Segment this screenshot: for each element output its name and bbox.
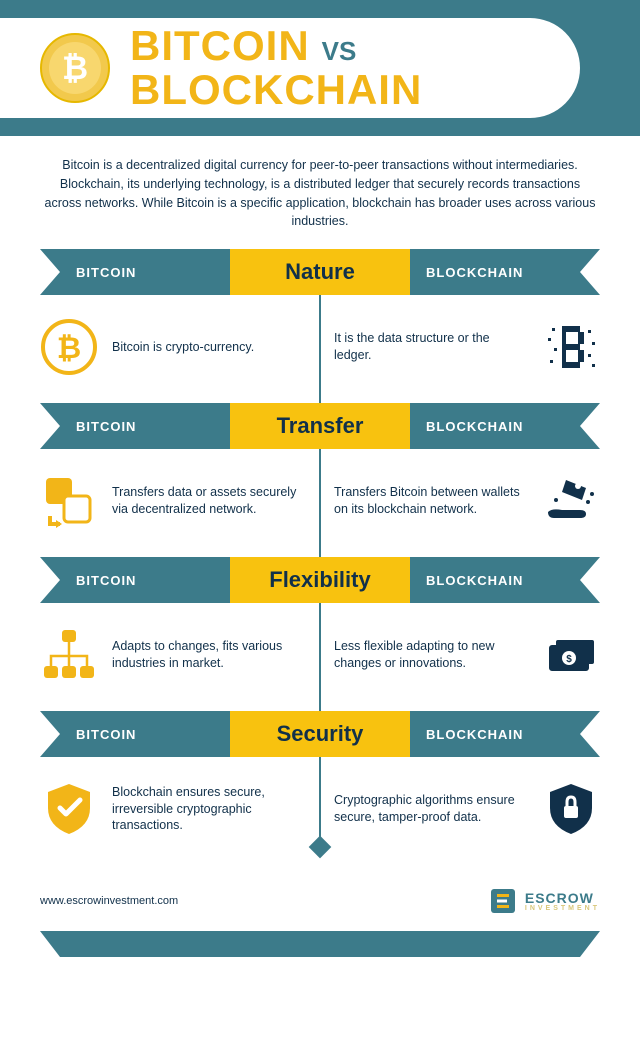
section-header-flexibility: BITCOIN Flexibility BLOCKCHAIN: [40, 557, 600, 603]
svg-text:₿: ₿: [57, 332, 81, 365]
footer-row: www.escrowinvestment.com ESCROW INVESTME…: [0, 865, 640, 925]
left-label: BITCOIN: [40, 711, 250, 757]
money-stack-icon: $: [542, 626, 600, 684]
transfer-left-desc: Transfers data or assets securely via de…: [112, 484, 306, 518]
header-band: ₿ BITCOIN VS BLOCKCHAIN: [0, 0, 640, 136]
infographic-page: ₿ BITCOIN VS BLOCKCHAIN Bitcoin is a dec…: [0, 0, 640, 957]
footer-url: www.escrowinvestment.com: [40, 895, 178, 907]
right-label: BLOCKCHAIN: [390, 557, 600, 603]
svg-text:$: $: [566, 654, 572, 665]
hand-money-icon: [542, 472, 600, 530]
footer-brand-sub: INVESTMENT: [525, 905, 600, 912]
right-label: BLOCKCHAIN: [390, 403, 600, 449]
right-label: BLOCKCHAIN: [390, 249, 600, 295]
flowchart-icon: [40, 626, 98, 684]
section-title: Flexibility: [230, 557, 410, 603]
header-white-pill: ₿ BITCOIN VS BLOCKCHAIN: [0, 18, 580, 118]
left-label: BITCOIN: [40, 403, 250, 449]
logo-mark-icon: [489, 887, 517, 915]
bitcoin-coin-icon: ₿: [40, 33, 110, 103]
pixel-b-icon: [542, 318, 600, 376]
nature-left-desc: Bitcoin is crypto-currency.: [112, 339, 254, 356]
security-right-desc: Cryptographic algorithms ensure secure, …: [334, 792, 528, 826]
bottom-band: [40, 931, 600, 957]
section-header-transfer: BITCOIN Transfer BLOCKCHAIN: [40, 403, 600, 449]
shield-lock-icon: [542, 780, 600, 838]
section-title: Security: [230, 711, 410, 757]
footer-logo: ESCROW INVESTMENT: [489, 887, 600, 915]
title-blockchain: BLOCKCHAIN: [130, 68, 422, 112]
title-vs: VS: [322, 38, 357, 65]
footer-brand-main: ESCROW: [525, 891, 600, 905]
security-left-desc: Blockchain ensures secure, irreversible …: [112, 784, 306, 835]
left-label: BITCOIN: [40, 249, 250, 295]
transfer-blocks-icon: [40, 472, 98, 530]
section-header-security: BITCOIN Security BLOCKCHAIN: [40, 711, 600, 757]
section-body-transfer: Transfers data or assets securely via de…: [40, 463, 600, 539]
section-header-nature: BITCOIN Nature BLOCKCHAIN: [40, 249, 600, 295]
svg-text:₿: ₿: [62, 50, 88, 86]
comparison-sections: BITCOIN Nature BLOCKCHAIN ₿ Bitcoin is c…: [0, 249, 640, 847]
flexibility-left-desc: Adapts to changes, fits various industri…: [112, 638, 306, 672]
title-block: BITCOIN VS BLOCKCHAIN: [130, 24, 422, 112]
left-label: BITCOIN: [40, 557, 250, 603]
shield-check-icon: [40, 780, 98, 838]
title-bitcoin: BITCOIN: [130, 24, 310, 68]
flexibility-right-desc: Less flexible adapting to new changes or…: [334, 638, 528, 672]
section-title: Nature: [230, 249, 410, 295]
intro-paragraph: Bitcoin is a decentralized digital curre…: [0, 136, 640, 249]
section-title: Transfer: [230, 403, 410, 449]
section-body-nature: ₿ Bitcoin is crypto-currency.: [40, 309, 600, 385]
right-label: BLOCKCHAIN: [390, 711, 600, 757]
transfer-right-desc: Transfers Bitcoin between wallets on its…: [334, 484, 528, 518]
section-body-flexibility: Adapts to changes, fits various industri…: [40, 617, 600, 693]
bitcoin-symbol-icon: ₿: [40, 318, 98, 376]
nature-right-desc: It is the data structure or the ledger.: [334, 330, 528, 364]
